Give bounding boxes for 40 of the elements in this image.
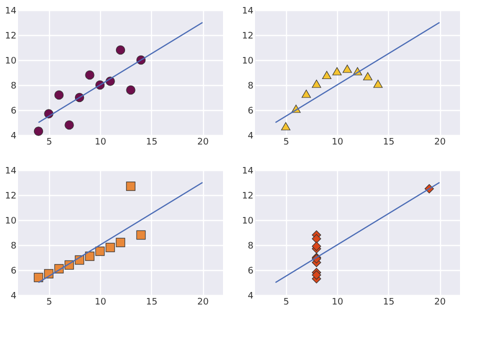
- x-tick-label: 5: [46, 138, 52, 148]
- x-tick-label: 10: [332, 138, 344, 148]
- y-tick-label: 8: [248, 242, 254, 252]
- y-tick-label: 4: [248, 132, 254, 142]
- x-tick-label: 15: [146, 298, 158, 308]
- y-tick-label: 4: [10, 132, 17, 142]
- y-tick-label: 10: [242, 216, 254, 226]
- y-tick-label: 14: [5, 6, 17, 16]
- y-tick-label: 8: [10, 242, 17, 252]
- y-tick-label: 10: [5, 216, 17, 226]
- x-tick-label: 15: [383, 298, 394, 308]
- y-tick-label: 12: [5, 32, 16, 42]
- y-tick-label: 10: [5, 56, 17, 66]
- y-tick-label: 8: [248, 82, 254, 92]
- x-tick-label: 5: [46, 298, 52, 308]
- x-tick-label: 5: [283, 298, 290, 308]
- y-tick-label: 6: [10, 266, 17, 276]
- y-tick-label: 6: [10, 106, 17, 116]
- y-tick-label: 4: [248, 292, 254, 302]
- y-tick-label: 4: [10, 292, 17, 302]
- y-tick-label: 8: [10, 82, 17, 92]
- x-tick-label: 5: [283, 138, 290, 148]
- x-tick-label: 20: [434, 298, 446, 308]
- x-tick-label: 15: [383, 138, 394, 148]
- y-tick-label: 12: [242, 192, 254, 202]
- y-tick-label: 12: [242, 32, 254, 42]
- y-tick-label: 14: [242, 6, 254, 16]
- y-tick-label: 6: [248, 106, 254, 116]
- y-tick-label: 12: [5, 192, 16, 202]
- y-tick-label: 14: [5, 166, 17, 176]
- x-tick-label: 20: [197, 138, 209, 148]
- x-tick-label: 10: [332, 298, 344, 308]
- x-tick-label: 20: [434, 138, 446, 148]
- y-tick-label: 6: [248, 266, 254, 276]
- y-tick-label: 14: [242, 166, 254, 176]
- y-tick-label: 10: [242, 56, 254, 66]
- x-tick-label: 20: [197, 298, 209, 308]
- x-tick-label: 10: [94, 298, 106, 308]
- x-tick-label: 10: [94, 138, 106, 148]
- x-tick-label: 15: [146, 138, 158, 148]
